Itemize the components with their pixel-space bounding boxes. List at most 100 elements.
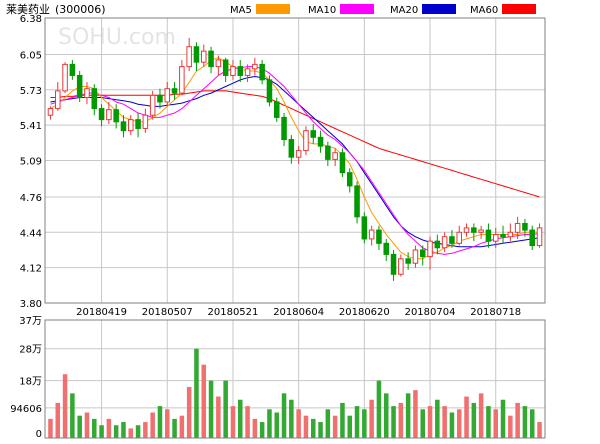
- date-tick-label: 20180704: [405, 307, 456, 318]
- volume-bar-down: [391, 406, 396, 438]
- volume-bar-up: [478, 393, 484, 438]
- volume-bar-down: [99, 425, 104, 438]
- candle-up: [463, 227, 470, 233]
- volume-bar-up: [55, 402, 61, 438]
- price-tick-label: 5.41: [20, 121, 42, 132]
- volume-bar-down: [281, 393, 287, 438]
- candle-up: [230, 66, 236, 76]
- volume-bar-up: [62, 374, 68, 438]
- candle-down: [266, 79, 273, 103]
- candle-down: [273, 101, 280, 118]
- candle-up: [186, 46, 192, 68]
- ma-line-ma20: [50, 75, 540, 248]
- candle-down: [376, 229, 382, 244]
- volume-bar-down: [362, 409, 367, 438]
- volume-bar-up: [216, 396, 221, 438]
- candle-up: [62, 63, 68, 92]
- candle-down: [76, 74, 83, 99]
- date-axis: 20180419 20180507 20180521 20180604 20180620…: [76, 307, 521, 318]
- candle-down: [135, 119, 141, 129]
- price-tick-label: 5.09: [20, 157, 42, 168]
- legend-swatch-ma20: [422, 4, 456, 14]
- price-tick-label: 5.73: [20, 86, 42, 97]
- candle-up: [84, 88, 90, 99]
- volume-bar-down: [172, 418, 177, 438]
- volume-bar-down: [354, 406, 360, 438]
- candle-down: [281, 116, 287, 141]
- candle-up: [441, 236, 448, 249]
- candle-down: [449, 236, 455, 244]
- candle-down: [361, 216, 368, 240]
- volume-bar-down: [237, 399, 243, 438]
- date-tick-label: 20180521: [208, 307, 259, 318]
- candle-down: [208, 50, 214, 68]
- candle-up: [507, 231, 514, 238]
- volume-bar-up: [427, 406, 433, 438]
- price-tick-label: 3.80: [20, 299, 42, 310]
- candle-up: [215, 59, 222, 68]
- volume-bar-up: [413, 390, 418, 438]
- volume-bar-up: [48, 418, 53, 438]
- volume-bar-down: [376, 380, 382, 438]
- volume-bar-down: [194, 348, 199, 438]
- price-tick-label: 4.76: [20, 193, 42, 204]
- candle-down: [390, 253, 397, 275]
- volume-bar-down: [420, 409, 425, 438]
- volume-bar-down: [529, 409, 535, 438]
- volume-bar-up: [464, 396, 469, 438]
- candle-down: [419, 249, 426, 258]
- volume-bar-up: [165, 409, 170, 438]
- candle-up: [427, 240, 433, 258]
- volume-bar-down: [113, 425, 119, 438]
- volume-bar-down: [289, 399, 294, 438]
- candle-up: [252, 63, 258, 70]
- volume-bar-up: [201, 364, 207, 438]
- volume-bar-down: [310, 418, 316, 438]
- price-tick-label: 6.05: [20, 50, 42, 61]
- volume-bar-down: [347, 415, 353, 438]
- volume-bar-down: [522, 406, 528, 438]
- candle-down: [485, 229, 492, 242]
- volume-bar-up: [245, 406, 250, 438]
- volume-bar-down: [405, 393, 411, 438]
- candle-up: [164, 88, 171, 103]
- candle-up: [142, 114, 149, 129]
- date-tick-label: 20180604: [273, 307, 324, 318]
- candle-up: [295, 150, 302, 158]
- volume-bar-up: [252, 418, 258, 438]
- candle-up: [514, 222, 521, 233]
- candle-up: [149, 94, 156, 116]
- candle-down: [522, 222, 528, 231]
- volume-bar-down: [70, 393, 75, 438]
- candle-up: [456, 231, 462, 244]
- volume-bar-up: [128, 428, 134, 438]
- volume-bar-up: [230, 406, 236, 438]
- candle-up: [332, 152, 338, 160]
- volume-bar-down: [471, 402, 477, 438]
- candle-up: [368, 229, 375, 240]
- candle-down: [383, 242, 390, 255]
- volume-tick-label: 37万: [19, 316, 42, 327]
- candle-down: [339, 152, 346, 174]
- volume-bar-up: [537, 422, 542, 438]
- candle-down: [346, 172, 353, 187]
- price-grid: [45, 18, 545, 438]
- candle-down: [69, 63, 76, 76]
- price-tick-label: 4.44: [20, 228, 42, 239]
- candle-down: [193, 46, 200, 63]
- volume-y-axis: 37万 28万 18万 94606 0: [10, 316, 42, 440]
- volume-bar-up: [369, 399, 374, 438]
- volume-bar-up: [303, 415, 309, 438]
- volume-bar-down: [318, 422, 323, 438]
- volume-bar-down: [500, 399, 506, 438]
- candle-down: [113, 109, 119, 123]
- volume-bar-up: [442, 406, 447, 438]
- legend-swatch-ma60: [502, 4, 536, 14]
- volume-bar-down: [92, 418, 97, 438]
- candle-down: [471, 227, 477, 233]
- volume-bar-down: [259, 422, 265, 438]
- sohu-watermark: SOHU.com: [58, 25, 176, 50]
- volume-tick-label: 18万: [19, 377, 42, 388]
- candle-down: [310, 130, 317, 138]
- candle-down: [405, 258, 411, 264]
